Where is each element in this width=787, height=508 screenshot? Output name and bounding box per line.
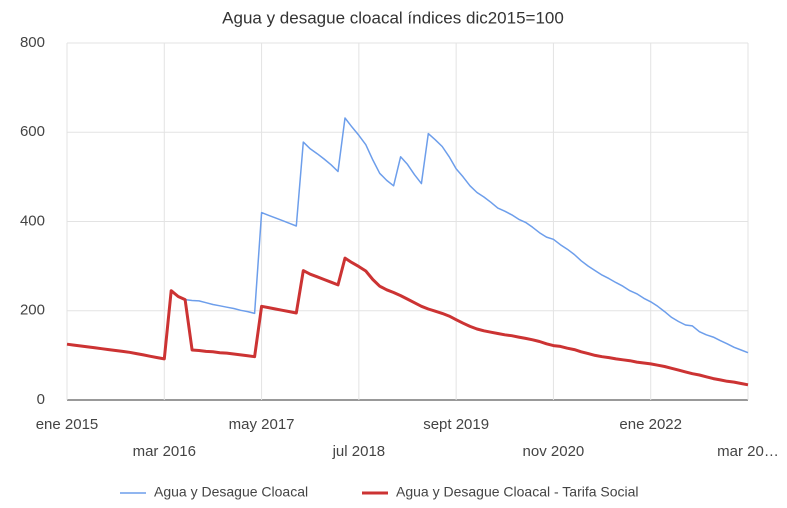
legend-label: Agua y Desague Cloacal (154, 484, 308, 500)
x-tick-label: mar 2016 (133, 443, 196, 460)
y-tick-label: 600 (20, 123, 45, 140)
y-tick-label: 800 (20, 34, 45, 51)
chart-title: Agua y desague cloacal índices dic2015=1… (222, 8, 564, 27)
legend-label: Agua y Desague Cloacal - Tarifa Social (396, 484, 639, 500)
series-line (66, 256, 749, 387)
y-tick-label: 0 (37, 391, 45, 408)
x-tick-label: ene 2022 (619, 416, 682, 433)
x-tick-label: nov 2020 (523, 443, 585, 460)
x-tick-label: sept 2019 (423, 416, 489, 433)
x-tick-label: jul 2018 (332, 443, 386, 460)
x-tick-label: ene 2015 (36, 416, 99, 433)
y-tick-label: 200 (20, 302, 45, 319)
x-tick-label: may 2017 (229, 416, 295, 433)
y-tick-label: 400 (20, 212, 45, 229)
x-tick-label: mar 20… (717, 443, 779, 460)
